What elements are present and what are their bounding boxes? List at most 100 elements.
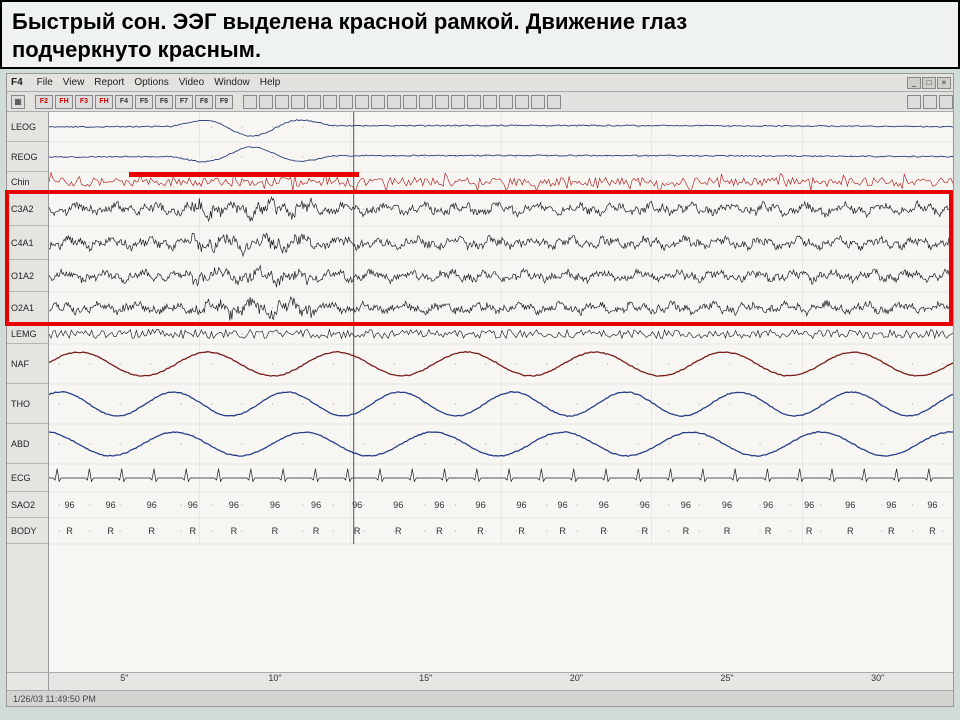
toolbar-button[interactable] <box>323 95 337 109</box>
toolbar-button[interactable] <box>499 95 513 109</box>
channel-label-leog[interactable]: LEOG <box>7 112 48 142</box>
svg-text:96: 96 <box>599 500 609 510</box>
svg-text:R: R <box>806 526 813 536</box>
svg-text:R: R <box>765 526 772 536</box>
menu-window[interactable]: Window <box>214 77 250 88</box>
svg-text:96: 96 <box>640 500 650 510</box>
svg-text:96: 96 <box>681 500 691 510</box>
svg-text:96: 96 <box>722 500 732 510</box>
toolbar-button[interactable] <box>483 95 497 109</box>
toolbar-fn-button[interactable]: FH <box>55 95 73 109</box>
toolbar-button[interactable] <box>435 95 449 109</box>
svg-text:96: 96 <box>64 500 74 510</box>
svg-text:96: 96 <box>311 500 321 510</box>
toolbar-fn-button[interactable]: F8 <box>195 95 213 109</box>
channel-label-tho[interactable]: THO <box>7 384 48 424</box>
channel-label-ecg[interactable]: ECG <box>7 464 48 492</box>
traces-column: 9696969696969696969696969696969696969696… <box>49 112 953 672</box>
channel-label-reog[interactable]: REOG <box>7 142 48 172</box>
toolbar-button[interactable] <box>515 95 529 109</box>
toolbar-fn-button[interactable]: F7 <box>175 95 193 109</box>
caption: Быстрый сон. ЭЭГ выделена красной рамкой… <box>0 0 960 69</box>
maximize-button[interactable]: □ <box>922 77 936 89</box>
svg-text:96: 96 <box>270 500 280 510</box>
window-controls: _ □ × <box>907 77 951 89</box>
toolbar-button[interactable] <box>531 95 545 109</box>
channel-label-chin[interactable]: Chin <box>7 172 48 192</box>
close-button[interactable]: × <box>937 77 951 89</box>
channel-label-sao2[interactable]: SAO2 <box>7 492 48 518</box>
toolbar-button[interactable] <box>451 95 465 109</box>
toolbar-fn-button[interactable]: F3 <box>75 95 93 109</box>
svg-text:R: R <box>559 526 566 536</box>
time-tick: 5" <box>49 673 200 690</box>
channel-label-lemg[interactable]: LEMG <box>7 324 48 344</box>
toolbar-fn-button[interactable]: F6 <box>155 95 173 109</box>
channel-label-body[interactable]: BODY <box>7 518 48 544</box>
toolbar-button-right[interactable] <box>939 95 953 109</box>
toolbar-button-right[interactable] <box>907 95 921 109</box>
svg-text:96: 96 <box>434 500 444 510</box>
status-bar: 1/26/03 11:49:50 PM <box>7 690 953 706</box>
chart-area: LEOGREOGChinC3A2C4A1O1A2O2A1LEMGNAFTHOAB… <box>7 112 953 672</box>
svg-text:96: 96 <box>393 500 403 510</box>
channel-labels-column: LEOGREOGChinC3A2C4A1O1A2O2A1LEMGNAFTHOAB… <box>7 112 49 672</box>
toolbar-fn-button[interactable]: F4 <box>115 95 133 109</box>
time-tick: 30" <box>802 673 953 690</box>
menu-options[interactable]: Options <box>134 77 168 88</box>
time-tick: 20" <box>501 673 652 690</box>
menu-help[interactable]: Help <box>260 77 281 88</box>
toolbar-button[interactable] <box>371 95 385 109</box>
svg-text:R: R <box>190 526 197 536</box>
menu-video[interactable]: Video <box>179 77 204 88</box>
toolbar-button[interactable] <box>467 95 481 109</box>
toolbar-button[interactable] <box>291 95 305 109</box>
svg-text:R: R <box>231 526 238 536</box>
toolbar-button[interactable] <box>387 95 401 109</box>
minimize-button[interactable]: _ <box>907 77 921 89</box>
toolbar-button[interactable] <box>339 95 353 109</box>
svg-text:R: R <box>642 526 649 536</box>
toolbar-button-right[interactable] <box>923 95 937 109</box>
caption-line1: Быстрый сон. ЭЭГ выделена красной рамкой… <box>12 9 687 34</box>
caption-line2: подчеркнуто красным. <box>12 37 261 62</box>
status-timestamp: 1/26/03 11:49:50 PM <box>13 694 96 704</box>
channel-label-c4a1[interactable]: C4A1 <box>7 226 48 260</box>
svg-text:R: R <box>354 526 361 536</box>
time-tick: 15" <box>350 673 501 690</box>
toolbar-button[interactable] <box>307 95 321 109</box>
svg-text:96: 96 <box>516 500 526 510</box>
menu-view[interactable]: View <box>63 77 85 88</box>
svg-text:96: 96 <box>352 500 362 510</box>
time-tick: 25" <box>652 673 803 690</box>
svg-text:96: 96 <box>558 500 568 510</box>
toolbar-button[interactable] <box>259 95 273 109</box>
toolbar-icon[interactable]: ▦ <box>11 95 25 109</box>
channel-label-c3a2[interactable]: C3A2 <box>7 192 48 226</box>
toolbar-button[interactable] <box>355 95 369 109</box>
svg-text:96: 96 <box>804 500 814 510</box>
toolbar-fn-button[interactable]: F5 <box>135 95 153 109</box>
svg-text:R: R <box>107 526 114 536</box>
toolbar: ▦F2FHF3FHF4F5F6F7F8F9 <box>7 92 953 112</box>
channel-label-o2a1[interactable]: O2A1 <box>7 292 48 324</box>
svg-text:R: R <box>847 526 854 536</box>
toolbar-button[interactable] <box>419 95 433 109</box>
menu-report[interactable]: Report <box>94 77 124 88</box>
channel-label-naf[interactable]: NAF <box>7 344 48 384</box>
svg-text:R: R <box>66 526 73 536</box>
toolbar-fn-button[interactable]: F9 <box>215 95 233 109</box>
toolbar-button[interactable] <box>243 95 257 109</box>
svg-text:R: R <box>477 526 484 536</box>
menubar: F4 File View Report Options Video Window… <box>7 74 953 92</box>
svg-text:96: 96 <box>229 500 239 510</box>
toolbar-fn-button[interactable]: F2 <box>35 95 53 109</box>
toolbar-button[interactable] <box>275 95 289 109</box>
svg-text:96: 96 <box>845 500 855 510</box>
menu-file[interactable]: File <box>37 77 53 88</box>
channel-label-abd[interactable]: ABD <box>7 424 48 464</box>
toolbar-button[interactable] <box>403 95 417 109</box>
toolbar-button[interactable] <box>547 95 561 109</box>
channel-label-o1a2[interactable]: O1A2 <box>7 260 48 292</box>
toolbar-fn-button[interactable]: FH <box>95 95 113 109</box>
